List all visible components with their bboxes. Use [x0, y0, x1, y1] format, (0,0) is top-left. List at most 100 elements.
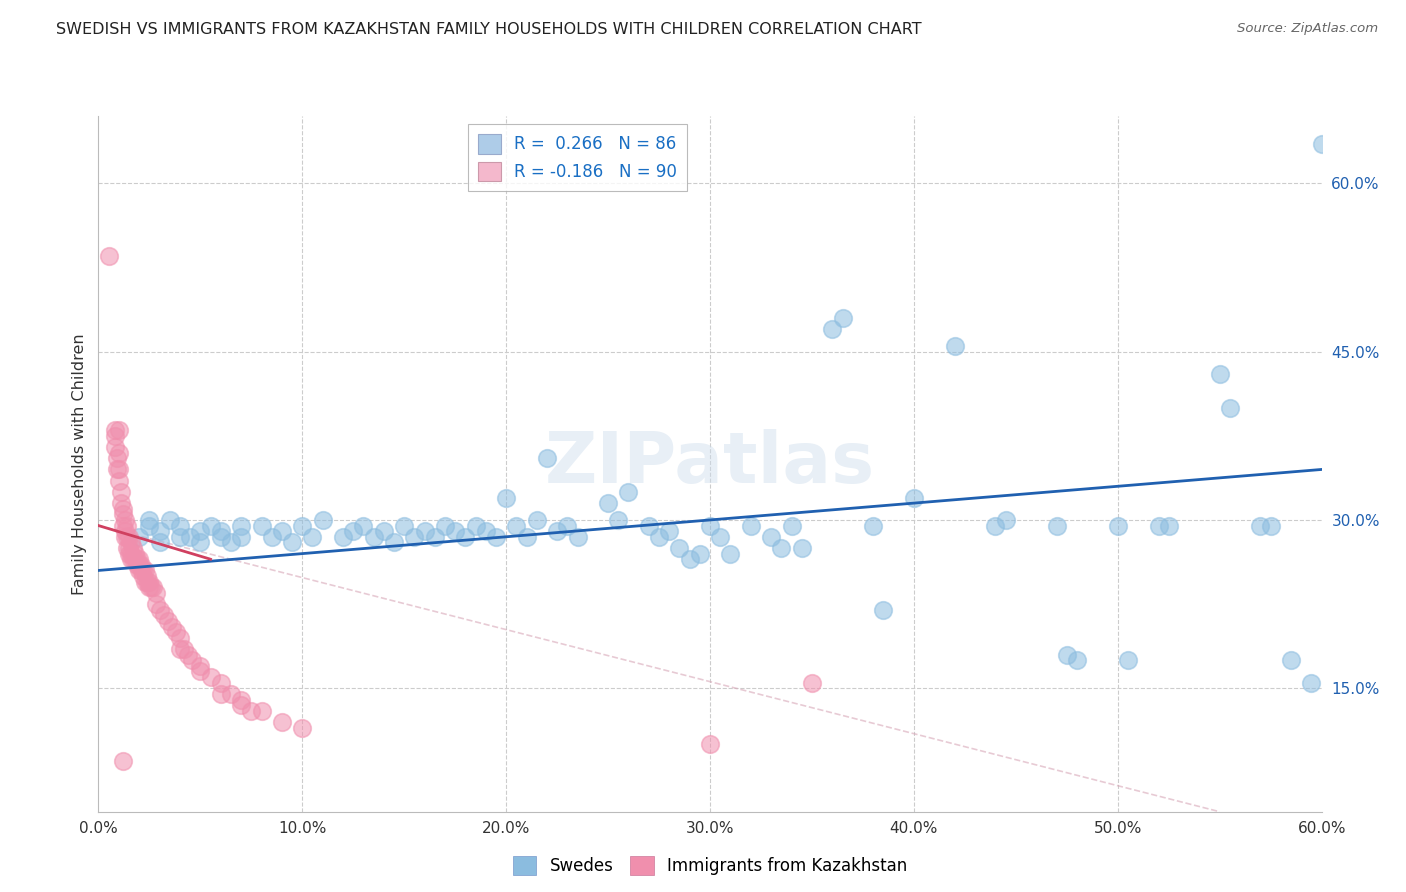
Point	[122, 552, 145, 566]
Point	[97, 249, 120, 263]
Point	[129, 564, 152, 578]
Point	[658, 524, 681, 538]
Point	[188, 524, 212, 538]
Point	[862, 518, 884, 533]
Point	[240, 704, 263, 718]
Point	[872, 603, 894, 617]
Point	[423, 530, 446, 544]
Point	[761, 530, 783, 544]
Point	[526, 513, 548, 527]
Point	[780, 518, 803, 533]
Point	[454, 530, 477, 544]
Point	[118, 541, 141, 555]
Point	[149, 535, 172, 549]
Point	[118, 547, 141, 561]
Point	[108, 445, 131, 459]
Text: Source: ZipAtlas.com: Source: ZipAtlas.com	[1237, 22, 1378, 36]
Point	[474, 524, 498, 538]
Point	[115, 530, 138, 544]
Point	[392, 518, 416, 533]
Point	[740, 518, 762, 533]
Point	[1045, 518, 1069, 533]
Point	[108, 462, 131, 476]
Point	[209, 530, 232, 544]
Point	[120, 552, 142, 566]
Point	[648, 530, 671, 544]
Point	[181, 653, 204, 667]
Point	[111, 501, 134, 516]
Point	[145, 597, 167, 611]
Point	[536, 451, 558, 466]
Point	[104, 440, 127, 454]
Point	[231, 692, 253, 706]
Point	[301, 530, 323, 544]
Point	[104, 423, 127, 437]
Point	[141, 580, 163, 594]
Point	[485, 530, 508, 544]
Point	[188, 665, 212, 679]
Point	[1219, 401, 1241, 415]
Point	[169, 642, 191, 657]
Point	[231, 518, 253, 533]
Point	[219, 687, 242, 701]
Legend: Swedes, Immigrants from Kazakhstan: Swedes, Immigrants from Kazakhstan	[505, 847, 915, 883]
Point	[720, 547, 742, 561]
Point	[1157, 518, 1180, 533]
Point	[984, 518, 1007, 533]
Point	[128, 530, 150, 544]
Point	[138, 518, 160, 533]
Point	[231, 530, 253, 544]
Point	[134, 574, 156, 589]
Point	[160, 619, 183, 633]
Point	[250, 518, 273, 533]
Point	[169, 518, 191, 533]
Text: ZIPatlas: ZIPatlas	[546, 429, 875, 499]
Point	[120, 535, 142, 549]
Point	[404, 530, 426, 544]
Point	[495, 491, 517, 505]
Point	[110, 496, 132, 510]
Point	[342, 524, 364, 538]
Point	[156, 614, 179, 628]
Point	[270, 714, 294, 729]
Point	[104, 429, 127, 443]
Point	[128, 558, 150, 572]
Point	[638, 518, 661, 533]
Point	[699, 518, 721, 533]
Point	[363, 530, 385, 544]
Point	[1116, 653, 1139, 667]
Point	[291, 518, 314, 533]
Point	[801, 675, 824, 690]
Point	[177, 648, 200, 662]
Point	[111, 508, 134, 522]
Point	[567, 530, 589, 544]
Point	[110, 484, 132, 499]
Point	[114, 513, 136, 527]
Point	[770, 541, 793, 555]
Point	[128, 564, 150, 578]
Point	[903, 491, 925, 505]
Y-axis label: Family Households with Children: Family Households with Children	[72, 333, 87, 595]
Point	[312, 513, 335, 527]
Point	[1209, 367, 1232, 381]
Point	[188, 535, 212, 549]
Point	[138, 574, 160, 589]
Point	[142, 580, 165, 594]
Point	[557, 518, 579, 533]
Point	[169, 631, 191, 645]
Point	[1279, 653, 1302, 667]
Point	[138, 580, 160, 594]
Point	[149, 524, 172, 538]
Point	[373, 524, 395, 538]
Point	[617, 484, 640, 499]
Point	[122, 541, 145, 555]
Point	[332, 530, 354, 544]
Point	[352, 518, 374, 533]
Point	[546, 524, 568, 538]
Point	[127, 558, 149, 572]
Point	[209, 524, 232, 538]
Point	[115, 541, 138, 555]
Point	[1056, 648, 1078, 662]
Point	[209, 687, 232, 701]
Point	[464, 518, 486, 533]
